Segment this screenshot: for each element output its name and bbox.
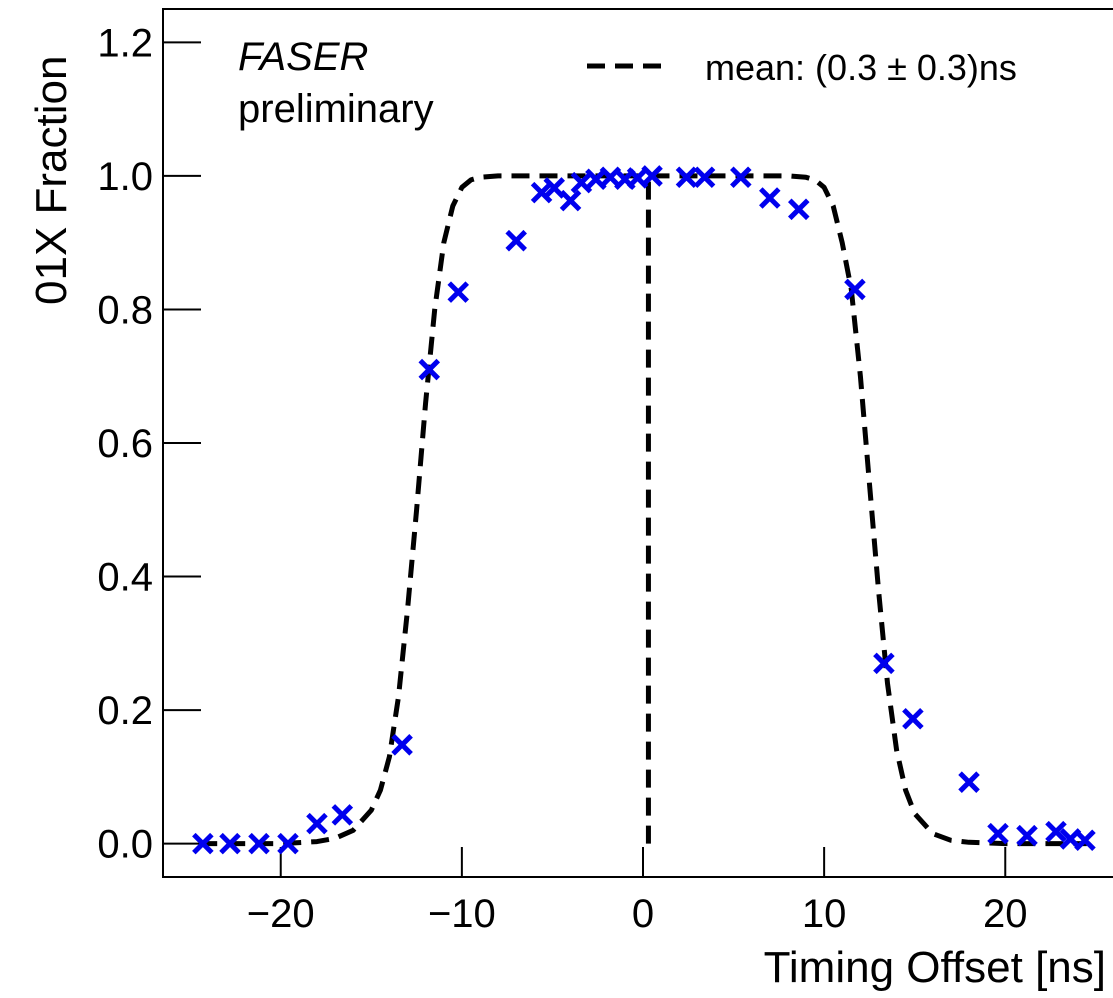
data-point (1045, 820, 1067, 843)
marker-stroke (693, 166, 716, 189)
y-tick-label: 1.2 (97, 21, 153, 65)
data-point (958, 771, 980, 793)
data-point (559, 189, 582, 212)
data-point (844, 278, 866, 301)
data-point (530, 181, 553, 204)
y-tick-label: 0.6 (97, 422, 153, 466)
data-point (543, 177, 566, 199)
data-point (987, 822, 1009, 845)
marker-stroke (730, 166, 752, 189)
fit-curve (199, 173, 1087, 847)
marker-stroke (1074, 829, 1096, 852)
data-point (192, 832, 214, 855)
status-label: preliminary (238, 87, 434, 131)
marker-stroke (447, 281, 470, 303)
data-point (505, 229, 527, 252)
marker-stroke (248, 832, 270, 855)
marker-stroke (675, 166, 698, 189)
y-tick-label: 0.4 (97, 556, 153, 600)
x-tick-label: 0 (632, 892, 654, 936)
x-tick-label: −10 (428, 892, 496, 936)
marker-stroke (219, 832, 241, 855)
tick-labels: −20 −10 0 10 20 0.0 0.2 0.4 0.6 0.8 1.0 1.2 (97, 21, 1027, 936)
y-tick-label: 1.0 (97, 155, 153, 199)
marker-stroke (570, 171, 593, 194)
x-tick-label: 10 (802, 892, 847, 936)
axis-ticks (163, 41, 1007, 877)
y-axis-title: 01X Fraction (27, 56, 76, 305)
data-point (759, 187, 781, 209)
marker-stroke (543, 177, 566, 199)
y-tick-label: 0.0 (97, 823, 153, 867)
fit-layer (199, 173, 1087, 847)
marker-stroke (759, 187, 781, 209)
legend: mean: (0.3 ± 0.3)ns (587, 47, 1017, 88)
data-point (902, 707, 924, 730)
marker-stroke (505, 229, 527, 252)
marker-stroke (277, 832, 299, 855)
marker-stroke (559, 189, 582, 212)
data-point (277, 832, 299, 855)
marker-stroke (958, 771, 980, 793)
marker-stroke (306, 812, 328, 835)
marker-stroke (1016, 824, 1038, 847)
marker-stroke (844, 278, 866, 301)
experiment-label: FASER (238, 35, 368, 79)
data-points (192, 165, 1096, 855)
marker-stroke (788, 198, 810, 221)
data-point (873, 652, 895, 675)
data-point (1016, 824, 1038, 847)
marker-stroke (1045, 820, 1067, 843)
data-point (391, 734, 413, 756)
data-point (219, 832, 241, 855)
marker-stroke (873, 652, 895, 675)
x-axis-title: Timing Offset [ns] (764, 943, 1106, 992)
marker-stroke (418, 358, 441, 381)
y-tick-label: 0.8 (97, 288, 153, 332)
data-point (248, 832, 270, 855)
marker-stroke (391, 734, 413, 756)
marker-stroke (626, 167, 649, 189)
marker-stroke (641, 165, 663, 187)
marker-stroke (530, 181, 553, 204)
legend-entry-label: mean: (0.3 ± 0.3)ns (705, 47, 1017, 88)
marker-stroke (902, 707, 924, 730)
data-point (641, 165, 663, 187)
plot-frame (162, 8, 1113, 878)
data-point (418, 358, 441, 381)
x-tick-label: 20 (983, 892, 1028, 936)
y-tick-label: 0.2 (97, 689, 153, 733)
marker-stroke (987, 822, 1009, 845)
data-point (730, 166, 752, 189)
data-point (306, 812, 328, 835)
x-tick-label: −20 (247, 892, 315, 936)
data-point (1074, 829, 1096, 852)
data-point (331, 804, 354, 826)
marker-stroke (331, 804, 354, 826)
data-point (788, 198, 810, 221)
marker-stroke (192, 832, 214, 855)
marker-stroke (585, 168, 607, 191)
data-point (447, 281, 470, 303)
data-point (675, 166, 698, 189)
data-point (693, 166, 716, 189)
